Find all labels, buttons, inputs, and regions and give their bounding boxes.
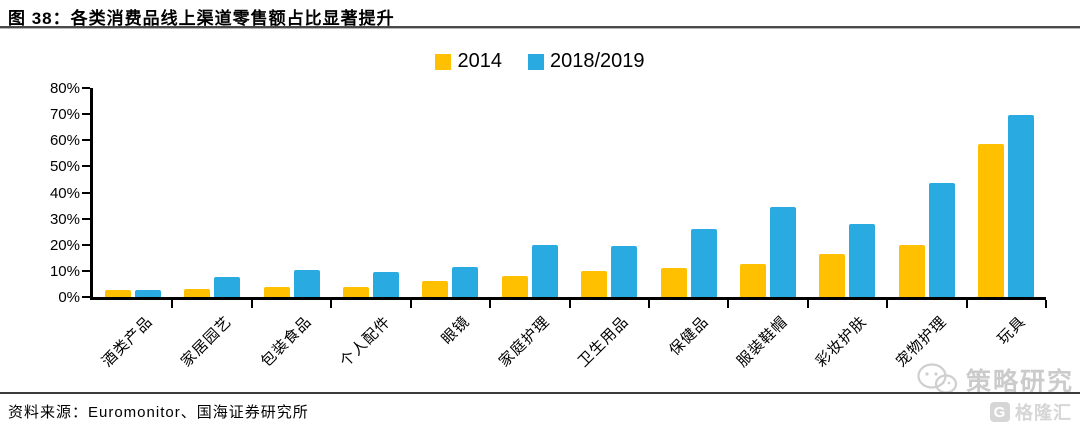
footer-divider bbox=[0, 392, 1080, 394]
y-axis-label: 10% bbox=[49, 262, 80, 280]
gelonghui-logo: G 格隆汇 bbox=[990, 399, 1072, 425]
bar-2018-2019 bbox=[928, 183, 955, 297]
y-axis-label: 20% bbox=[49, 236, 80, 254]
gelonghui-badge-icon: G bbox=[990, 402, 1010, 422]
y-axis-label: 30% bbox=[49, 210, 80, 228]
x-axis-label: 酒类产品 bbox=[98, 313, 156, 371]
gelonghui-logo-label: 格隆汇 bbox=[1015, 403, 1072, 423]
legend-swatch-icon bbox=[527, 53, 544, 70]
x-axis-tick bbox=[171, 300, 174, 308]
y-axis-label: 80% bbox=[49, 80, 80, 97]
x-axis-tick bbox=[489, 300, 492, 308]
x-axis-tick bbox=[647, 300, 650, 308]
bar-2014 bbox=[898, 244, 925, 297]
x-axis-tick bbox=[727, 300, 730, 308]
x-axis-label: 玩具 bbox=[994, 313, 1030, 348]
bar-2018-2019 bbox=[293, 269, 320, 297]
bar-2014 bbox=[740, 264, 767, 297]
bar-2018-2019 bbox=[372, 272, 399, 297]
bar-2018-2019 bbox=[1008, 115, 1035, 297]
legend-item: 2018/2019 bbox=[527, 50, 645, 73]
strategy-watermark: 策略研究 bbox=[916, 362, 1074, 398]
bar-2018-2019 bbox=[690, 229, 717, 297]
x-axis-tick bbox=[568, 300, 571, 308]
x-axis-tick bbox=[1045, 300, 1047, 308]
bar-2014 bbox=[660, 268, 687, 297]
x-axis-tick bbox=[330, 300, 333, 308]
x-axis-tick bbox=[806, 300, 809, 308]
bar-2018-2019 bbox=[611, 246, 638, 297]
x-axis-label: 彩妆护肤 bbox=[813, 313, 871, 371]
bar-2018-2019 bbox=[531, 244, 558, 297]
bar-2014 bbox=[819, 253, 846, 297]
y-axis-tick bbox=[82, 113, 90, 116]
legend-label: 2014 bbox=[457, 50, 502, 72]
chart-legend: 2014 2018/2019 bbox=[0, 50, 1080, 73]
x-axis-label: 保健品 bbox=[665, 313, 712, 360]
x-axis-label: 家庭护理 bbox=[495, 313, 553, 371]
x-axis-label: 眼镜 bbox=[438, 313, 474, 348]
bar-2018-2019 bbox=[770, 206, 797, 297]
bar-2018-2019 bbox=[134, 289, 161, 297]
legend-swatch-icon bbox=[435, 53, 452, 70]
x-axis-tick bbox=[250, 300, 253, 308]
y-axis-label: 0% bbox=[58, 289, 80, 306]
x-axis-tick bbox=[886, 300, 889, 308]
bar-2014 bbox=[978, 144, 1005, 297]
bar-2014 bbox=[184, 288, 211, 297]
bar-2014 bbox=[581, 270, 608, 297]
bar-2014 bbox=[104, 289, 131, 297]
bar-2018-2019 bbox=[849, 223, 876, 297]
x-axis-tick bbox=[409, 300, 412, 308]
y-axis-label: 50% bbox=[49, 158, 80, 176]
y-axis-tick bbox=[82, 269, 90, 272]
bar-2018-2019 bbox=[452, 266, 479, 297]
title-divider bbox=[0, 26, 1080, 29]
y-axis-tick bbox=[82, 296, 90, 298]
y-axis-tick bbox=[82, 139, 90, 142]
x-axis-label: 服装鞋帽 bbox=[733, 313, 792, 371]
y-axis-tick bbox=[82, 217, 90, 220]
x-axis-tick bbox=[965, 300, 968, 308]
y-axis-tick bbox=[82, 165, 90, 168]
bar-2014 bbox=[263, 286, 290, 297]
x-axis-label: 家居园艺 bbox=[177, 313, 236, 371]
x-axis-label: 包装食品 bbox=[257, 313, 315, 371]
y-axis-label: 40% bbox=[49, 184, 80, 202]
bar-2014 bbox=[501, 276, 528, 297]
y-axis-tick bbox=[82, 243, 90, 246]
y-axis-tick bbox=[82, 87, 90, 89]
bar-2018-2019 bbox=[214, 277, 241, 297]
legend-label: 2018/2019 bbox=[549, 50, 645, 72]
y-axis-label: 60% bbox=[49, 132, 80, 150]
y-axis-label: 70% bbox=[49, 106, 80, 124]
strategy-watermark-label: 策略研究 bbox=[965, 368, 1074, 396]
x-axis-label: 个人配件 bbox=[336, 313, 395, 371]
bar-2014 bbox=[342, 286, 369, 297]
figure-title: 图 38：各类消费品线上渠道零售额占比显著提升 bbox=[8, 9, 395, 28]
legend-item: 2014 bbox=[435, 50, 502, 73]
source-note: 资料来源：Euromonitor、国海证券研究所 bbox=[8, 404, 309, 421]
bar-2014 bbox=[422, 281, 449, 297]
y-axis-tick bbox=[82, 191, 90, 194]
plot-area bbox=[90, 88, 1046, 300]
x-axis-label: 卫生用品 bbox=[575, 313, 633, 371]
